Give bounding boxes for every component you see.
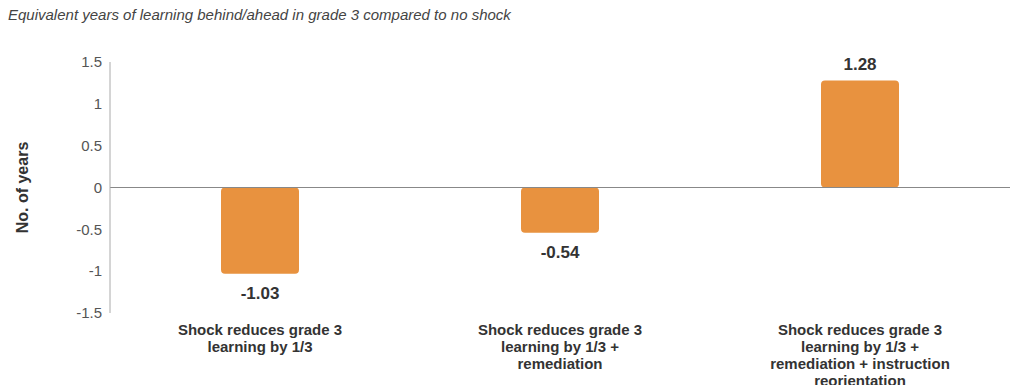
svg-text:Shock reduces grade 3learning: Shock reduces grade 3learning by 1/3 +re… [478, 321, 642, 372]
svg-text:-0.54: -0.54 [541, 243, 580, 262]
svg-text:0.5: 0.5 [81, 137, 102, 154]
svg-text:0: 0 [94, 179, 102, 196]
svg-text:Shock reduces grade 3learning: Shock reduces grade 3learning by 1/3 +re… [770, 321, 950, 385]
svg-text:No. of years: No. of years [14, 142, 31, 234]
svg-text:-1.03: -1.03 [241, 284, 280, 303]
svg-text:Shock reduces grade 3learning: Shock reduces grade 3learning by 1/3 [178, 321, 342, 355]
svg-text:-1: -1 [89, 262, 102, 279]
svg-text:-1.5: -1.5 [76, 304, 102, 321]
svg-text:1.5: 1.5 [81, 53, 102, 70]
svg-text:1.28: 1.28 [843, 55, 876, 74]
svg-text:-0.5: -0.5 [76, 221, 102, 238]
svg-text:1: 1 [94, 95, 102, 112]
html-text:Equivalent years of learning b: Equivalent years of learning behind/ahea… [8, 6, 511, 23]
